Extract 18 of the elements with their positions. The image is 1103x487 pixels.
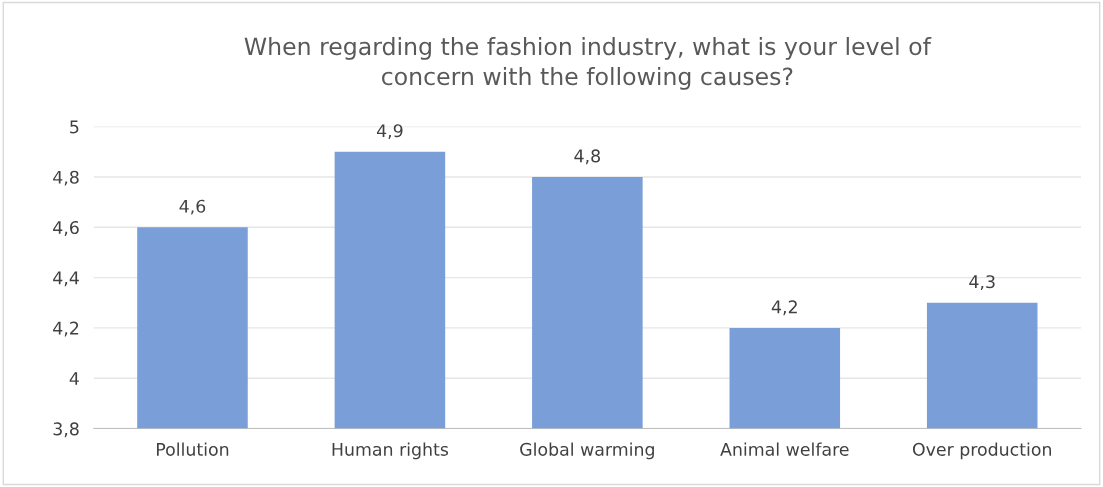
y-tick-label: 5 [70,120,79,134]
x-tick-label: Human rights [332,442,449,460]
x-tick-label: Over production [912,442,1051,460]
y-tick-label: 4,6 [53,220,79,236]
x-tick-label: Animal welfare [720,442,849,456]
x-tick-label: Global warming [520,442,654,460]
chart-title: When regarding the fashion industry, what is your level of concern with the following causes? [244,36,932,90]
y-tick-label: 3,8 [53,422,79,438]
data-label: 4,8 [574,149,600,165]
x-tick-label: Pollution [156,442,229,456]
y-tick-label: 4,4 [53,271,79,287]
data-label: 4,2 [771,300,797,316]
data-label: 4,6 [179,199,206,215]
data-label: 4,9 [376,124,403,140]
y-tick-label: 4,2 [53,321,79,337]
y-tick-label: 4,8 [53,170,79,186]
y-tick-label: 4 [69,372,79,385]
data-label: 4,3 [969,275,995,291]
